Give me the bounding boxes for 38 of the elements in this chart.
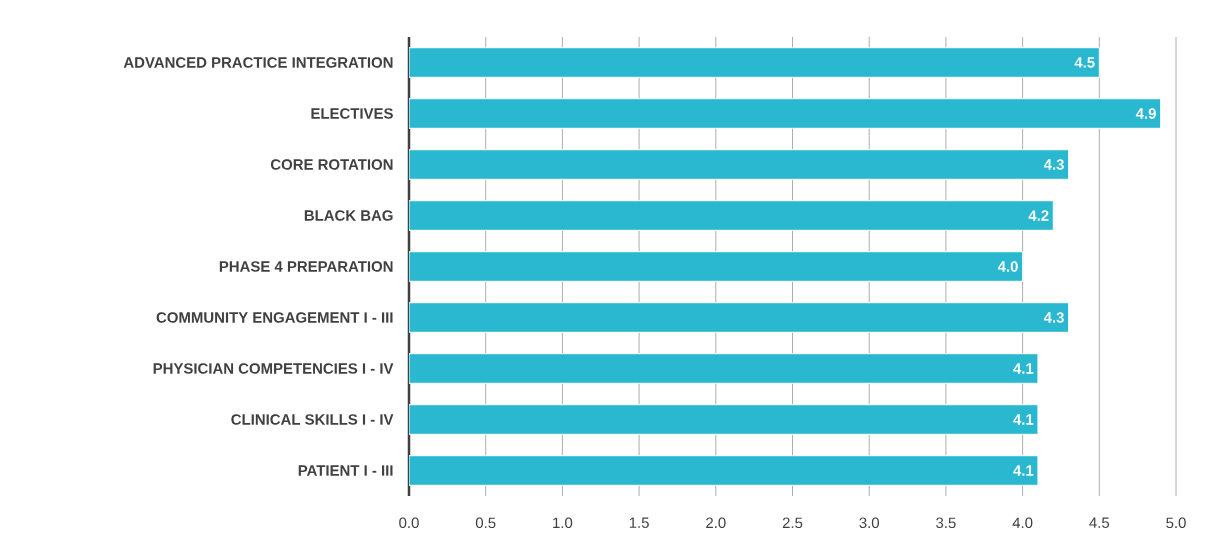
y-tick-label: BLACK BAG xyxy=(304,210,393,221)
bar xyxy=(409,98,1162,129)
x-tick-label: 3.0 xyxy=(859,517,879,529)
x-tick-label: 1.5 xyxy=(629,517,649,528)
x-tick-label: 1.0 xyxy=(553,517,573,529)
bar xyxy=(409,251,1024,282)
bar xyxy=(409,149,1070,180)
y-tick-label: PHYSICIAN COMPETENCIES I - IV xyxy=(153,363,394,374)
data-label: 4.3 xyxy=(1043,159,1064,170)
x-tick-label: 2.0 xyxy=(706,517,726,529)
data-label: 4.9 xyxy=(1135,108,1156,119)
y-tick-label: PHASE 4 PREPARATION xyxy=(219,261,393,272)
data-label: 4.2 xyxy=(1028,210,1049,221)
y-tick-label: ADVANCED PRACTICE INTEGRATION xyxy=(123,57,393,68)
data-label: 4.0 xyxy=(997,261,1018,272)
bar xyxy=(409,404,1039,435)
y-tick-label: ELECTIVES xyxy=(311,108,393,119)
x-tick-label: 0.0 xyxy=(399,517,419,529)
bar xyxy=(409,200,1054,231)
x-tick-label: 4.5 xyxy=(1089,517,1110,528)
y-tick-label: PATIENT I - III xyxy=(298,465,393,476)
y-tick-label: COMMUNITY ENGAGEMENT I - III xyxy=(156,312,393,323)
data-label: 4.5 xyxy=(1074,57,1095,68)
bar xyxy=(409,302,1070,333)
x-tick-label: 5.0 xyxy=(1166,517,1186,529)
data-label: 4.3 xyxy=(1043,312,1064,323)
bar xyxy=(409,455,1039,486)
x-tick-label: 3.5 xyxy=(936,517,956,529)
y-tick-label: CLINICAL SKILLS I - IV xyxy=(231,414,394,425)
data-label: 4.1 xyxy=(1013,363,1034,374)
x-tick-label: 0.5 xyxy=(475,517,496,529)
bar xyxy=(409,353,1039,384)
x-tick-label: 4.0 xyxy=(1012,517,1033,529)
bar xyxy=(409,47,1100,78)
data-label: 4.1 xyxy=(1013,414,1034,425)
data-label: 4.1 xyxy=(1013,465,1034,476)
x-tick-label: 2.5 xyxy=(782,517,803,529)
y-tick-label: CORE ROTATION xyxy=(270,159,393,170)
